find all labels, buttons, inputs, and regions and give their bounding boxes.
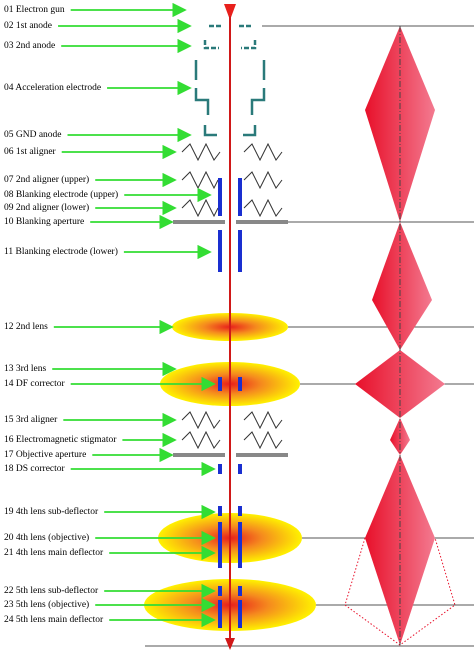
- aligners: [181, 142, 283, 450]
- component-label: 21 4th lens main deflector: [4, 547, 104, 558]
- component-label: 18 DS corrector: [4, 464, 66, 474]
- component-label: 07 2nd aligner (upper): [4, 174, 89, 185]
- component-label: 04 Acceleration electrode: [4, 83, 101, 93]
- component-label: 13 3rd lens: [4, 364, 47, 374]
- deflectors: [218, 178, 242, 628]
- electron-beam: [224, 4, 236, 650]
- component-label: 15 3rd aligner: [4, 415, 58, 425]
- component-label: 23 5th lens (objective): [4, 599, 89, 610]
- component-label: 19 4th lens sub-deflector: [4, 506, 99, 517]
- component-label: 22 5th lens sub-deflector: [4, 585, 99, 596]
- labels: 01 Electron gun 02 1st anode 03 2nd anode 0…: [4, 2, 216, 628]
- component-label: 05 GND anode: [4, 130, 62, 140]
- component-label: 16 Electromagnetic stigmator: [4, 435, 117, 445]
- electrodes: [194, 24, 266, 137]
- component-label: 06 1st aligner: [4, 147, 57, 157]
- component-label: 01 Electron gun: [4, 5, 65, 15]
- component-label: 14 DF corrector: [4, 379, 66, 389]
- component-label: 10 Blanking aperture: [4, 217, 84, 227]
- component-label: 08 Blanking electrode (upper): [4, 189, 118, 200]
- component-label: 24 5th lens main deflector: [4, 614, 104, 625]
- component-label: 20 4th lens (objective): [4, 532, 89, 543]
- apertures: [173, 220, 288, 457]
- component-label: 11 Blanking electrode (lower): [4, 246, 118, 257]
- component-label: 12 2nd lens: [4, 322, 48, 332]
- beam-envelope: [344, 26, 456, 646]
- component-label: 03 2nd anode: [4, 41, 55, 51]
- component-label: 17 Objective aperture: [4, 450, 86, 460]
- component-label: 02 1st anode: [4, 21, 52, 31]
- component-label: 09 2nd aligner (lower): [4, 202, 89, 213]
